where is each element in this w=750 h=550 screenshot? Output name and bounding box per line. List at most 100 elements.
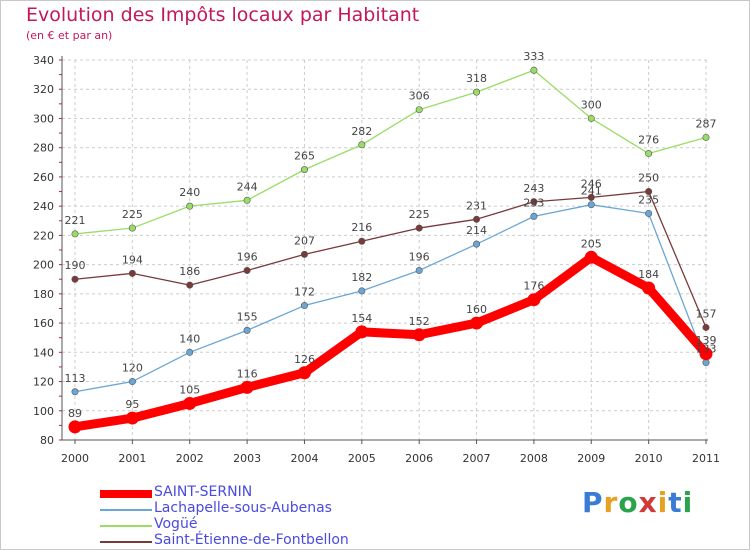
data-label: 152 bbox=[409, 315, 430, 328]
logo-letter: i bbox=[657, 486, 669, 519]
data-point bbox=[527, 293, 541, 307]
data-label: 333 bbox=[523, 50, 544, 63]
data-point bbox=[186, 281, 194, 289]
chart-subtitle: (en € et par an) bbox=[26, 29, 113, 42]
data-label: 157 bbox=[696, 307, 717, 320]
data-point bbox=[71, 275, 79, 283]
data-label: 196 bbox=[237, 250, 258, 263]
y-tick-label: 260 bbox=[33, 171, 54, 184]
data-label: 207 bbox=[294, 234, 315, 247]
data-point bbox=[358, 287, 366, 295]
legend-swatch bbox=[100, 509, 152, 511]
data-label: 225 bbox=[122, 208, 143, 221]
x-tick-label: 2010 bbox=[635, 452, 663, 465]
data-label: 235 bbox=[638, 193, 659, 206]
data-label: 155 bbox=[237, 310, 258, 323]
data-point bbox=[473, 215, 481, 223]
legend-label: Vogüé bbox=[154, 516, 198, 532]
data-point bbox=[645, 209, 653, 217]
logo-letter: i bbox=[682, 486, 694, 519]
data-label: 140 bbox=[179, 332, 200, 345]
data-point bbox=[702, 359, 710, 367]
y-tick-label: 240 bbox=[33, 200, 54, 213]
data-label: 205 bbox=[581, 237, 602, 250]
data-label: 126 bbox=[294, 353, 315, 366]
data-point bbox=[355, 325, 369, 339]
x-tick-label: 2006 bbox=[405, 452, 433, 465]
x-tick-label: 2002 bbox=[176, 452, 204, 465]
data-point bbox=[128, 224, 136, 232]
data-label: 133 bbox=[696, 343, 717, 356]
data-point bbox=[243, 196, 251, 204]
data-label: 182 bbox=[351, 271, 372, 284]
data-point bbox=[530, 198, 538, 206]
logo-letter: P bbox=[582, 486, 604, 519]
data-label: 276 bbox=[638, 134, 659, 147]
data-point bbox=[645, 150, 653, 158]
data-label: 176 bbox=[523, 280, 544, 293]
y-tick-label: 200 bbox=[33, 259, 54, 272]
x-tick-label: 2011 bbox=[692, 452, 720, 465]
data-point bbox=[415, 106, 423, 114]
data-point bbox=[415, 224, 423, 232]
data-label: 214 bbox=[466, 224, 487, 237]
x-tick-label: 2003 bbox=[233, 452, 261, 465]
data-label: 241 bbox=[581, 185, 602, 198]
data-point bbox=[587, 201, 595, 209]
y-tick-label: 100 bbox=[33, 405, 54, 418]
data-point bbox=[412, 328, 426, 342]
x-tick-label: 2009 bbox=[577, 452, 605, 465]
data-label: 243 bbox=[523, 182, 544, 195]
data-label: 89 bbox=[68, 407, 82, 420]
data-label: 116 bbox=[237, 367, 258, 380]
y-tick-label: 180 bbox=[33, 288, 54, 301]
legend-swatch bbox=[100, 525, 152, 527]
legend-label: Saint-Étienne-de-Fontbellon bbox=[154, 532, 349, 548]
logo-letter: x bbox=[638, 486, 658, 519]
data-label: 120 bbox=[122, 362, 143, 375]
data-point bbox=[587, 114, 595, 122]
data-point bbox=[642, 281, 656, 295]
data-label: 265 bbox=[294, 150, 315, 163]
data-label: 113 bbox=[65, 372, 86, 385]
data-point bbox=[702, 133, 710, 141]
data-label: 186 bbox=[179, 265, 200, 278]
data-point bbox=[128, 269, 136, 277]
data-point bbox=[473, 88, 481, 96]
data-point bbox=[702, 323, 710, 331]
data-label: 233 bbox=[523, 196, 544, 209]
data-label: 105 bbox=[179, 383, 200, 396]
chart-title: Evolution des Impôts locaux par Habitant bbox=[26, 4, 420, 26]
proxiti-logo: Proxiti bbox=[582, 486, 693, 519]
y-tick-label: 160 bbox=[33, 317, 54, 330]
data-point bbox=[584, 250, 598, 264]
y-tick-label: 280 bbox=[33, 142, 54, 155]
data-label: 216 bbox=[351, 221, 372, 234]
y-tick-label: 120 bbox=[33, 376, 54, 389]
logo-letter: o bbox=[618, 486, 639, 519]
data-point bbox=[699, 347, 713, 361]
data-point bbox=[415, 266, 423, 274]
logo-letter: r bbox=[603, 486, 619, 519]
data-point bbox=[530, 212, 538, 220]
data-point bbox=[473, 240, 481, 248]
data-point bbox=[71, 230, 79, 238]
data-label: 300 bbox=[581, 98, 602, 111]
data-label: 244 bbox=[237, 180, 258, 193]
data-label: 172 bbox=[294, 286, 315, 299]
data-point bbox=[128, 378, 136, 386]
data-label: 306 bbox=[409, 90, 430, 103]
data-point bbox=[300, 166, 308, 174]
data-label: 221 bbox=[65, 214, 86, 227]
y-tick-label: 220 bbox=[33, 229, 54, 242]
data-label: 287 bbox=[696, 117, 717, 130]
data-label: 250 bbox=[638, 172, 659, 185]
data-point bbox=[297, 366, 311, 380]
data-point bbox=[358, 237, 366, 245]
data-label: 225 bbox=[409, 208, 430, 221]
x-tick-label: 2007 bbox=[463, 452, 491, 465]
y-tick-label: 140 bbox=[33, 346, 54, 359]
data-point bbox=[470, 316, 484, 330]
series-line bbox=[74, 69, 707, 235]
